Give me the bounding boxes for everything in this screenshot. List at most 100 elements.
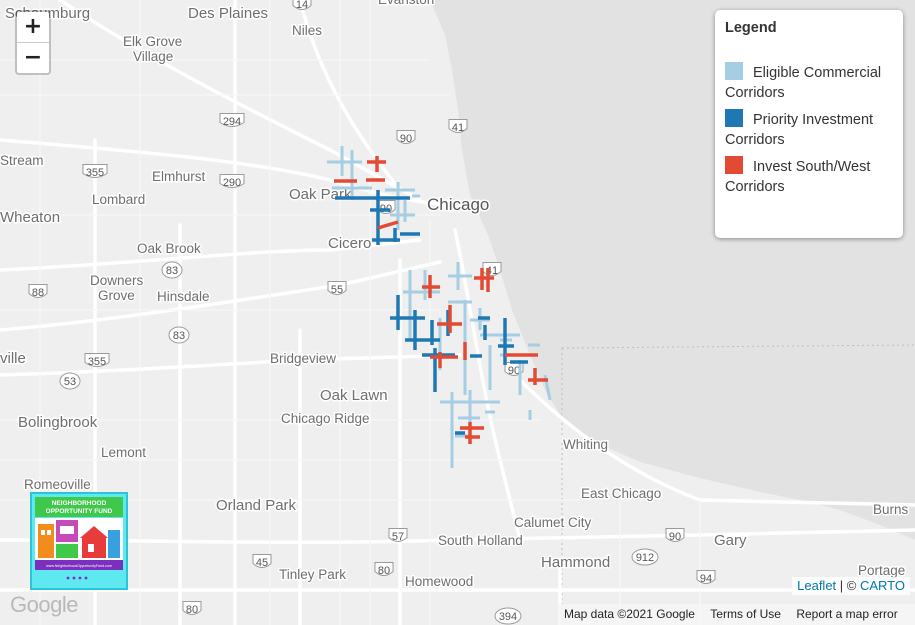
highway-shield-55: 55 bbox=[327, 281, 347, 296]
highway-shield-355: 355 bbox=[82, 164, 108, 179]
place-label-stream: Stream bbox=[0, 153, 44, 168]
legend-title: Legend bbox=[725, 20, 777, 36]
place-label-chicago-ridge: Chicago Ridge bbox=[281, 411, 370, 426]
place-label-gary: Gary bbox=[714, 532, 747, 549]
legend-item-invest: Invest South/West Corridors bbox=[725, 156, 893, 197]
place-label-homewood: Homewood bbox=[405, 574, 473, 589]
google-footer: Map data ©2021 Google Terms of Use Repor… bbox=[558, 604, 915, 625]
place-label-calumet-city: Calumet City bbox=[514, 515, 592, 530]
highway-shield-number: 57 bbox=[392, 531, 404, 543]
highway-shield-294: 294 bbox=[219, 113, 245, 128]
zoom-out-button[interactable]: − bbox=[17, 42, 49, 73]
highway-shield-number: 80 bbox=[186, 604, 198, 616]
legend-item-priority: Priority Investment Corridors bbox=[725, 109, 893, 150]
highway-shield-number: 394 bbox=[499, 611, 517, 623]
place-label-east-chicago: East Chicago bbox=[581, 486, 661, 501]
legend-label-priority: Priority Investment Corridors bbox=[725, 112, 874, 148]
highway-shield-83: 83 bbox=[161, 261, 183, 279]
priority-corridors[interactable] bbox=[335, 190, 528, 435]
highway-shield-94: 94 bbox=[696, 570, 716, 585]
map-attribution: Leaflet | © CARTO bbox=[792, 577, 910, 595]
legend-item-eligible: Eligible Commercial Corridors bbox=[725, 62, 893, 103]
highway-shield-number: 90 bbox=[508, 365, 520, 377]
place-label-lemont: Lemont bbox=[101, 445, 146, 460]
highway-shield-number: 80 bbox=[378, 565, 390, 577]
highway-shield-number: 94 bbox=[700, 573, 712, 585]
highway-shield-45: 45 bbox=[252, 554, 272, 569]
place-label-niles: Niles bbox=[292, 23, 322, 38]
zoom-in-button[interactable]: + bbox=[23, 14, 43, 39]
highway-shield-90: 90 bbox=[396, 130, 416, 145]
highway-shield-number: 294 bbox=[223, 116, 241, 128]
place-label-des-plaines: Des Plaines bbox=[188, 5, 268, 22]
google-logo[interactable]: Google bbox=[10, 592, 78, 617]
highway-shield-53: 53 bbox=[59, 372, 81, 390]
place-label-elk-grove: Elk Grove bbox=[123, 34, 182, 49]
highway-shield-90: 90 bbox=[665, 528, 685, 543]
highway-shield-number: 55 bbox=[331, 284, 343, 296]
place-label-whiting: Whiting bbox=[563, 437, 608, 452]
place-label-lombard: Lombard bbox=[92, 192, 145, 207]
highway-shield-290: 290 bbox=[219, 174, 245, 189]
invest-south-west-corridors[interactable] bbox=[334, 156, 548, 444]
place-labels: SchaumburgDes PlainesEvanstonNilesElk Gr… bbox=[0, 0, 910, 591]
place-label-portage: Portage bbox=[858, 563, 905, 578]
highway-shield-41: 41 bbox=[448, 119, 468, 134]
nof-logo-line2: OPPORTUNITY FUND bbox=[46, 508, 113, 515]
nof-logo-graphic: NEIGHBORHOOD OPPORTUNITY FUND www.Neighb… bbox=[35, 497, 123, 580]
nof-logo: NEIGHBORHOOD OPPORTUNITY FUND www.Neighb… bbox=[30, 492, 128, 590]
place-label-orland-park: Orland Park bbox=[216, 497, 297, 514]
highway-shield-number: 83 bbox=[173, 330, 185, 342]
place-label-south-holland: South Holland bbox=[438, 533, 523, 548]
highway-shield-number: 90 bbox=[669, 531, 681, 543]
place-label-evanston: Evanston bbox=[378, 0, 434, 7]
legend-swatch-eligible bbox=[725, 62, 743, 80]
highway-shield-88: 88 bbox=[28, 284, 48, 299]
attribution-separator: | © bbox=[836, 578, 860, 593]
map-data-text: Map data ©2021 Google bbox=[564, 607, 695, 621]
highway-shield-number: 83 bbox=[166, 265, 178, 277]
report-map-error-link[interactable]: Report a map error bbox=[796, 607, 898, 621]
state-border bbox=[561, 344, 915, 349]
place-label-ville: ville bbox=[0, 350, 26, 367]
place-label-bolingbrook: Bolingbrook bbox=[18, 414, 98, 431]
place-label-oak-brook: Oak Brook bbox=[137, 241, 201, 256]
highway-shield-number: 41 bbox=[452, 122, 464, 134]
zoom-control: + − bbox=[15, 10, 51, 75]
highway-shield-912: 912 bbox=[631, 548, 659, 566]
legend-label-invest: Invest South/West Corridors bbox=[725, 159, 871, 195]
place-label-chicago: Chicago bbox=[427, 195, 489, 214]
place-label-romeoville: Romeoville bbox=[24, 477, 91, 492]
highway-shield-number: 45 bbox=[256, 557, 268, 569]
place-label-burns: Burns bbox=[873, 502, 909, 517]
highway-shield-57: 57 bbox=[388, 528, 408, 543]
place-label-oak-lawn: Oak Lawn bbox=[320, 387, 388, 404]
highway-shield-number: 912 bbox=[636, 552, 654, 564]
highway-shield-number: 355 bbox=[86, 167, 104, 179]
highway-shield-number: 90 bbox=[400, 133, 412, 145]
terms-of-use-link[interactable]: Terms of Use bbox=[710, 607, 781, 621]
highway-shield-394: 394 bbox=[494, 607, 522, 625]
highway-shield-80: 80 bbox=[374, 562, 394, 577]
highway-shield-80: 80 bbox=[182, 601, 202, 616]
highway-shield-number: 290 bbox=[223, 177, 241, 189]
place-label-elmhurst: Elmhurst bbox=[152, 169, 206, 184]
place-label-tinley-park: Tinley Park bbox=[279, 567, 346, 582]
legend-panel: Legend Eligible Commercial Corridors Pri… bbox=[715, 10, 903, 238]
place-label-village: Village bbox=[133, 49, 173, 64]
highway-shield-355: 355 bbox=[84, 353, 110, 368]
legend-label-eligible: Eligible Commercial Corridors bbox=[725, 65, 882, 101]
carto-link[interactable]: CARTO bbox=[859, 578, 905, 593]
highway-shield-number: 14 bbox=[296, 0, 308, 11]
highway-shield-number: 53 bbox=[64, 376, 76, 388]
highway-shield-83: 83 bbox=[168, 326, 190, 344]
nof-logo-url: www.NeighborhoodOpportunityFund.com bbox=[46, 564, 112, 568]
place-label-wheaton: Wheaton bbox=[0, 209, 60, 226]
minor-roads bbox=[0, 0, 700, 625]
nof-logo-line1: NEIGHBORHOOD bbox=[52, 500, 107, 507]
place-label-bridgeview: Bridgeview bbox=[270, 351, 336, 366]
highway-shield-number: 355 bbox=[88, 356, 106, 368]
leaflet-link[interactable]: Leaflet bbox=[797, 578, 837, 593]
place-label-hinsdale: Hinsdale bbox=[157, 289, 210, 304]
